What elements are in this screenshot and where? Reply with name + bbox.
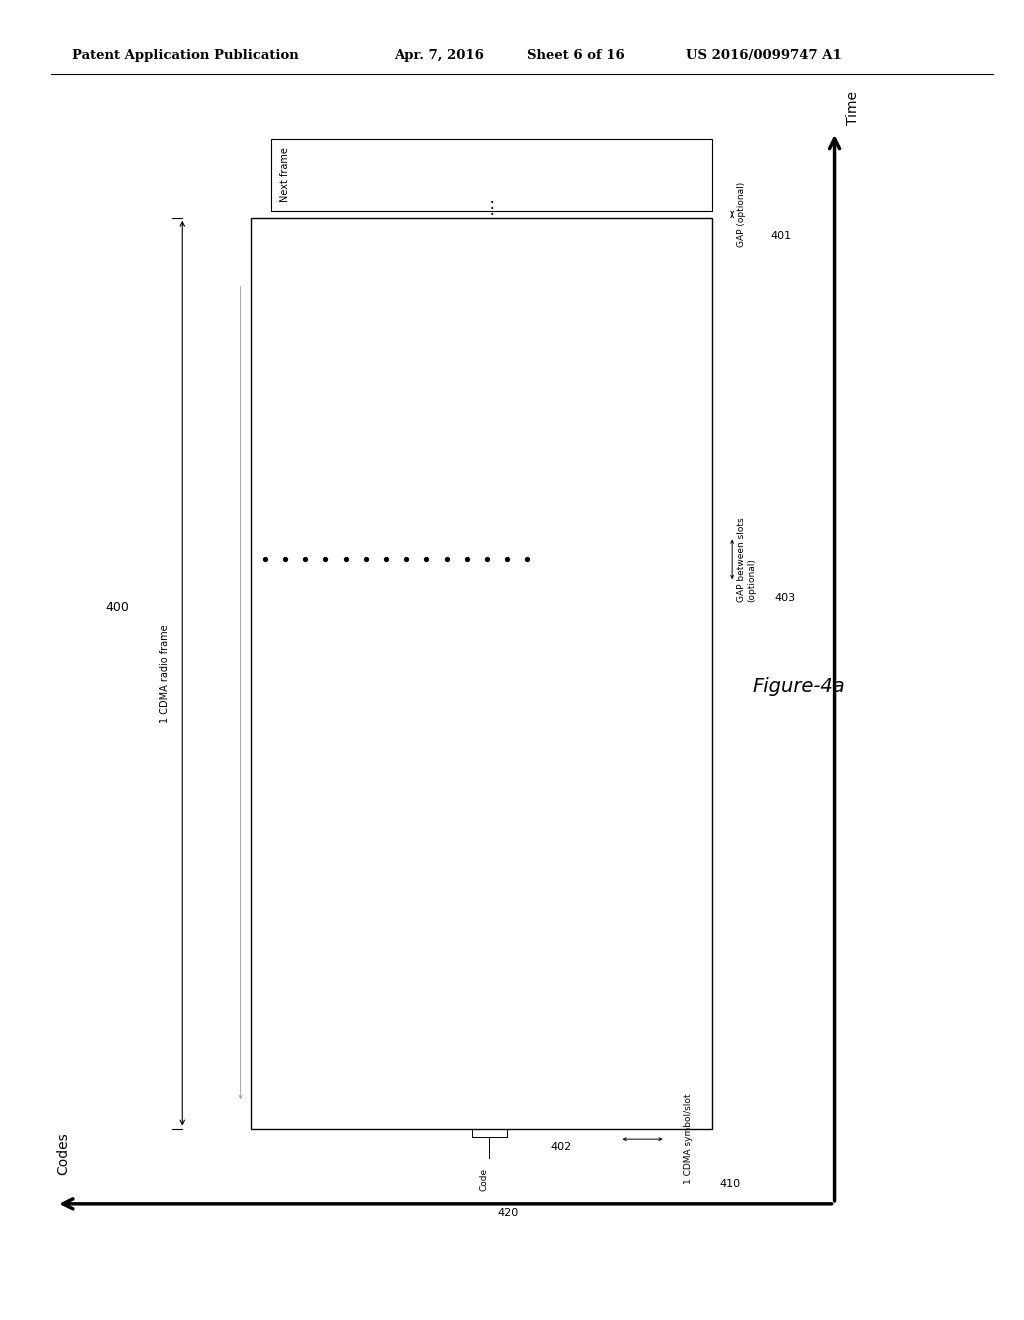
Text: 400: 400 xyxy=(105,601,130,614)
Text: Apr. 7, 2016: Apr. 7, 2016 xyxy=(394,49,484,62)
Text: GAP (optional): GAP (optional) xyxy=(737,182,746,247)
Text: 1 CDMA radio frame: 1 CDMA radio frame xyxy=(160,624,170,722)
Bar xyxy=(251,218,712,1129)
Text: 403: 403 xyxy=(775,593,796,603)
Text: GAP between slots
(optional): GAP between slots (optional) xyxy=(737,517,757,602)
Text: 420: 420 xyxy=(498,1208,518,1218)
Text: Codes: Codes xyxy=(56,1133,71,1175)
Text: 1 CDMA symbol/slot: 1 CDMA symbol/slot xyxy=(684,1094,692,1184)
Text: 401: 401 xyxy=(771,231,792,242)
Text: Sheet 6 of 16: Sheet 6 of 16 xyxy=(527,49,625,62)
Text: ⋮: ⋮ xyxy=(483,199,500,216)
Bar xyxy=(271,139,712,211)
Text: Time: Time xyxy=(846,91,860,125)
Text: Next frame: Next frame xyxy=(280,148,290,202)
Text: Code: Code xyxy=(480,1168,488,1192)
Text: Figure-4a: Figure-4a xyxy=(753,677,845,696)
Text: 402: 402 xyxy=(551,1142,571,1152)
Text: US 2016/0099747 A1: US 2016/0099747 A1 xyxy=(686,49,842,62)
Text: 410: 410 xyxy=(719,1179,740,1189)
Text: Patent Application Publication: Patent Application Publication xyxy=(72,49,298,62)
